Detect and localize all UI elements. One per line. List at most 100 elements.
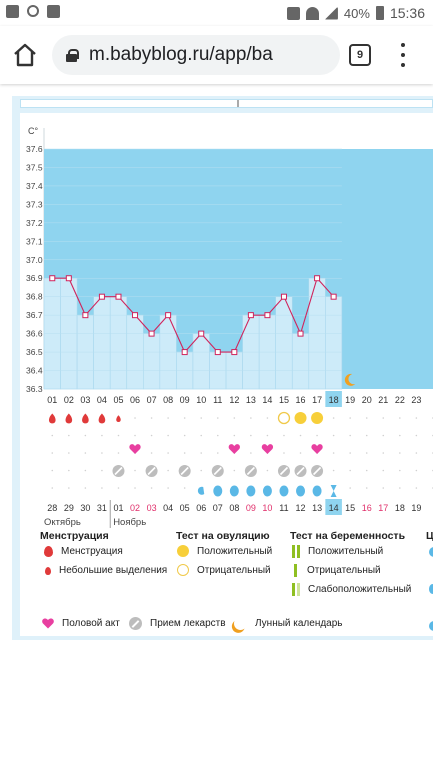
- scroll-handle[interactable]: [237, 100, 239, 107]
- y-tick-label: 37.5: [26, 162, 43, 172]
- grid-dot: [167, 434, 169, 437]
- cycle-day-label: 03: [80, 395, 90, 405]
- grid-dot: [365, 487, 368, 489]
- grid-dot: [250, 417, 252, 419]
- y-tick-label: 36.8: [26, 292, 43, 302]
- grid-dot: [84, 434, 87, 437]
- address-bar[interactable]: m.babyblog.ru/app/ba: [52, 35, 340, 75]
- grid-dot: [51, 452, 54, 454]
- grid-dot: [382, 487, 385, 489]
- grid-dot: [51, 487, 54, 489]
- date-label: 13: [312, 503, 322, 513]
- grid-dot: [299, 434, 302, 437]
- blood-drop-icon: [82, 413, 89, 424]
- cycle-day-label: 20: [362, 395, 372, 405]
- grid-dot: [167, 469, 169, 472]
- y-tick-label: 36.6: [26, 329, 43, 339]
- legend-pregnancy-header: Тест на беременность: [290, 530, 406, 542]
- grid-dot: [266, 469, 269, 472]
- battery-icon: [375, 6, 384, 20]
- date-label: 05: [180, 503, 190, 513]
- heart-icon: [228, 444, 240, 454]
- pill-stripe: [180, 466, 189, 476]
- grid-dot: [101, 469, 103, 472]
- legend-menstruation: Менструация: [44, 546, 123, 557]
- temperature-bar: [143, 333, 161, 390]
- legend-pregnancy-positive-label: Положительный: [308, 546, 384, 557]
- pill-stripe: [147, 466, 156, 476]
- y-tick-label: 36.7: [26, 310, 43, 320]
- date-label: 06: [196, 503, 206, 513]
- legend-pregnancy-weak: Слабоположительный: [292, 583, 411, 596]
- temperature-point: [280, 293, 287, 300]
- grid-dot: [365, 434, 368, 437]
- grid-dot: [134, 469, 136, 472]
- heart-icon: [42, 618, 54, 629]
- legend-menstruation-label: Менструация: [61, 546, 123, 557]
- legend-ovulation-negative-label: Отрицательный: [197, 564, 271, 576]
- date-label: 02: [130, 503, 140, 513]
- yellow-circle-icon: [311, 412, 324, 424]
- temperature-bar: [192, 333, 210, 390]
- grid-dot: [101, 434, 103, 437]
- grid-dot: [365, 417, 368, 419]
- temperature-point: [330, 293, 337, 300]
- date-label: 28: [47, 503, 57, 513]
- legend-lunar-label: Лунный календарь: [255, 618, 343, 629]
- heart-icon: [311, 444, 323, 454]
- legend-fourth-header: Ц: [426, 530, 433, 542]
- temperature-point: [115, 293, 122, 300]
- date-label: 15: [345, 503, 355, 513]
- legend-lunar: Лунный календарь: [234, 617, 343, 630]
- legend-pregnancy-negative: Отрицательный: [292, 564, 381, 577]
- tab-switcher-button[interactable]: 9: [349, 44, 371, 66]
- grid-dot: [382, 434, 385, 437]
- date-label: 03: [147, 503, 157, 513]
- folder-icon: [47, 5, 60, 18]
- grid-dot: [233, 434, 236, 437]
- temperature-bar: [109, 296, 128, 390]
- single-bar-icon: [294, 564, 297, 577]
- blue-drop-icon: [429, 547, 433, 557]
- temperature-point: [165, 312, 172, 319]
- grid-dot: [233, 417, 236, 419]
- grid-dot: [399, 434, 401, 437]
- grid-dot: [51, 469, 54, 472]
- grid-dot: [283, 452, 285, 454]
- grid-dot: [167, 417, 169, 419]
- heart-icon: [261, 444, 274, 454]
- home-icon[interactable]: [12, 42, 38, 68]
- grid-dot: [117, 452, 120, 454]
- legend-light-discharge: Небольшие выделения: [45, 565, 167, 576]
- pill-stripe: [313, 466, 322, 476]
- temperature-bar: [291, 333, 310, 390]
- temperature-bar: [325, 296, 343, 390]
- grid-dot: [183, 434, 186, 437]
- cycle-day-label: 18: [329, 395, 339, 405]
- overflow-menu-icon[interactable]: [398, 43, 408, 67]
- temperature-line: [52, 277, 335, 354]
- grid-dot: [84, 487, 87, 489]
- cycle-day-label: 23: [411, 395, 421, 405]
- grid-dot: [68, 434, 70, 437]
- grid-dot: [150, 487, 153, 489]
- cycle-day-label: 17: [312, 395, 322, 405]
- empty-circle-icon: [277, 411, 291, 425]
- grid-dot: [349, 452, 351, 454]
- grid-dot: [200, 434, 203, 437]
- legend-pregnancy-negative-label: Отрицательный: [307, 565, 381, 576]
- legend-medication: Прием лекарств: [129, 617, 226, 630]
- moon-icon: [232, 615, 249, 632]
- date-label: 16: [362, 503, 372, 513]
- today-highlight: [325, 499, 342, 515]
- date-label: 11: [279, 503, 288, 513]
- y-tick-label: 36.9: [26, 273, 43, 283]
- grid-dot: [150, 434, 153, 437]
- date-label: 18: [395, 503, 405, 513]
- date-label: 07: [213, 503, 223, 513]
- small-drop-icon: [45, 566, 51, 575]
- grid-dot: [349, 469, 351, 472]
- cycle-day-label: 22: [395, 395, 405, 405]
- temperature-point: [198, 330, 205, 337]
- alarm-icon: [286, 6, 300, 20]
